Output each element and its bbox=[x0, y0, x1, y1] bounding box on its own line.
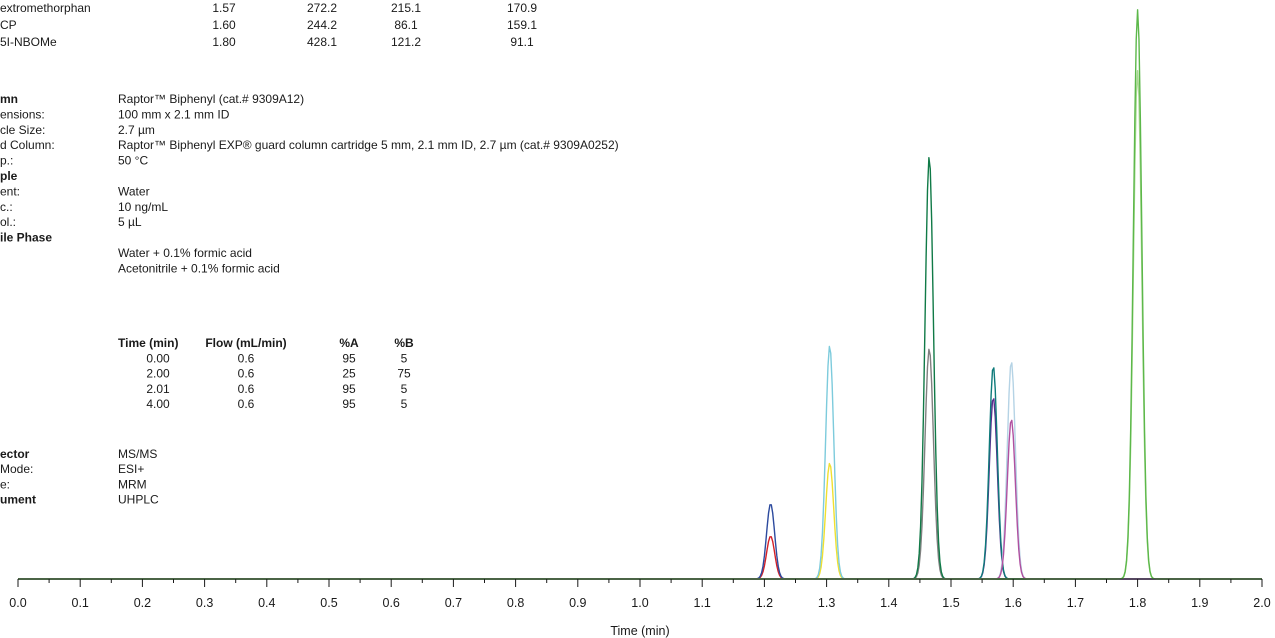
retention-time: 1.80 bbox=[212, 35, 236, 49]
x-tick-label: 1.2 bbox=[756, 596, 773, 610]
chromatogram-peak bbox=[18, 504, 1262, 580]
chromatogram-peak bbox=[18, 348, 1262, 580]
product-ion-1: 121.2 bbox=[391, 35, 421, 49]
condition-value: Raptor™ Biphenyl (cat.# 9309A12) bbox=[118, 92, 304, 106]
condition-label: c.: bbox=[0, 200, 13, 214]
x-tick-label: 2.0 bbox=[1253, 596, 1270, 610]
x-tick-label: 0.0 bbox=[9, 596, 26, 610]
chromatogram-peak bbox=[18, 398, 1262, 580]
compound-name: CP bbox=[0, 18, 17, 32]
condition-label: cle Size: bbox=[0, 123, 45, 137]
gradient-cell: 0.6 bbox=[238, 382, 255, 396]
x-tick-label: 0.7 bbox=[445, 596, 462, 610]
condition-label: Mode: bbox=[0, 462, 33, 476]
gradient-header: %B bbox=[394, 336, 414, 350]
x-tick-label: 1.1 bbox=[694, 596, 711, 610]
precursor-ion: 428.1 bbox=[307, 35, 337, 49]
x-axis: 0.0 0.1 0.2 0.3 0.4 0.5 0.6 0.7 0.8 0.9 1.0 1.1 1.2 1… bbox=[9, 578, 1271, 610]
gradient-cell: 0.00 bbox=[146, 351, 170, 365]
condition-value: ESI+ bbox=[118, 462, 144, 476]
product-ion-2: 91.1 bbox=[510, 35, 534, 49]
x-tick-label: 0.1 bbox=[72, 596, 89, 610]
x-tick-label: 1.8 bbox=[1129, 596, 1146, 610]
retention-time: 1.57 bbox=[212, 1, 236, 15]
condition-label: e: bbox=[0, 477, 10, 491]
chromatogram-peak bbox=[18, 345, 1262, 580]
x-axis-title: Time (min) bbox=[610, 624, 669, 638]
condition-label: ol.: bbox=[0, 215, 16, 229]
x-tick-label: 0.2 bbox=[134, 596, 151, 610]
chromatogram-peak bbox=[18, 536, 1262, 580]
x-tick-label: 1.4 bbox=[880, 596, 897, 610]
x-tick-label: 1.0 bbox=[631, 596, 648, 610]
compound-name: 5I-NBOMe bbox=[0, 35, 57, 49]
gradient-header: %A bbox=[339, 336, 359, 350]
product-ion-2: 159.1 bbox=[507, 18, 537, 32]
condition-value: Water + 0.1% formic acid bbox=[118, 246, 252, 260]
gradient-cell: 95 bbox=[342, 382, 356, 396]
gradient-header: Time (min) bbox=[118, 336, 178, 350]
condition-label: ent: bbox=[0, 184, 20, 198]
precursor-ion: 272.2 bbox=[307, 1, 337, 15]
gradient-cell: 4.00 bbox=[146, 397, 170, 411]
x-tick-label: 1.6 bbox=[1005, 596, 1022, 610]
condition-value: 100 mm x 2.1 mm ID bbox=[118, 107, 230, 121]
chromatogram-peak bbox=[18, 362, 1262, 580]
condition-value: Acetonitrile + 0.1% formic acid bbox=[118, 261, 280, 275]
condition-label: ensions: bbox=[0, 107, 45, 121]
compound-name: extromethorphan bbox=[0, 1, 91, 15]
x-tick-label: 0.8 bbox=[507, 596, 524, 610]
condition-label: ile Phase bbox=[0, 231, 52, 245]
condition-label: ector bbox=[0, 447, 30, 461]
chromatogram-peak bbox=[18, 157, 1262, 580]
chromatogram-peak bbox=[18, 462, 1262, 580]
condition-label: mn bbox=[0, 92, 18, 106]
retention-time: 1.60 bbox=[212, 18, 236, 32]
condition-value: 5 µL bbox=[118, 215, 142, 229]
x-tick-label: 0.6 bbox=[383, 596, 400, 610]
gradient-cell: 2.01 bbox=[146, 382, 170, 396]
product-ion-1: 215.1 bbox=[391, 1, 421, 15]
gradient-cell: 95 bbox=[342, 397, 356, 411]
x-tick-label: 1.3 bbox=[818, 596, 835, 610]
x-tick-label: 0.4 bbox=[258, 596, 275, 610]
gradient-cell: 25 bbox=[342, 367, 356, 381]
chromatogram-peak bbox=[18, 367, 1262, 580]
compound-table: extromethorphan 1.57 272.2 215.1 170.9 CP 1.60… bbox=[0, 1, 537, 49]
gradient-cell: 95 bbox=[342, 351, 356, 365]
gradient-cell: 2.00 bbox=[146, 367, 170, 381]
condition-value: Water bbox=[118, 184, 150, 198]
gradient-cell: 5 bbox=[401, 382, 408, 396]
condition-label: ple bbox=[0, 169, 18, 183]
condition-value: Raptor™ Biphenyl EXP® guard column cartr… bbox=[118, 138, 619, 152]
condition-value: 10 ng/mL bbox=[118, 200, 168, 214]
gradient-cell: 0.6 bbox=[238, 397, 255, 411]
condition-label: p.: bbox=[0, 154, 13, 168]
x-tick-label: 1.9 bbox=[1191, 596, 1208, 610]
conditions-panel: mn Raptor™ Biphenyl (cat.# 9309A12) ension… bbox=[0, 92, 619, 507]
gradient-cell: 0.6 bbox=[238, 351, 255, 365]
condition-value: MS/MS bbox=[118, 447, 157, 461]
condition-value: UHPLC bbox=[118, 493, 159, 507]
gradient-cell: 0.6 bbox=[238, 367, 255, 381]
condition-value: 50 °C bbox=[118, 154, 148, 168]
condition-value: 2.7 µm bbox=[118, 123, 155, 137]
gradient-cell: 75 bbox=[397, 367, 411, 381]
precursor-ion: 244.2 bbox=[307, 18, 337, 32]
condition-label: d Column: bbox=[0, 138, 55, 152]
x-tick-label: 0.5 bbox=[320, 596, 337, 610]
product-ion-1: 86.1 bbox=[394, 18, 418, 32]
gradient-cell: 5 bbox=[401, 351, 408, 365]
gradient-cell: 5 bbox=[401, 397, 408, 411]
x-tick-label: 0.3 bbox=[196, 596, 213, 610]
product-ion-2: 170.9 bbox=[507, 1, 537, 15]
gradient-header: Flow (mL/min) bbox=[205, 336, 286, 350]
x-tick-label: 0.9 bbox=[569, 596, 586, 610]
x-tick-label: 1.5 bbox=[942, 596, 959, 610]
condition-label: ument bbox=[0, 493, 36, 507]
chromatogram-peak bbox=[18, 419, 1262, 580]
x-tick-label: 1.7 bbox=[1067, 596, 1084, 610]
condition-value: MRM bbox=[118, 477, 147, 491]
